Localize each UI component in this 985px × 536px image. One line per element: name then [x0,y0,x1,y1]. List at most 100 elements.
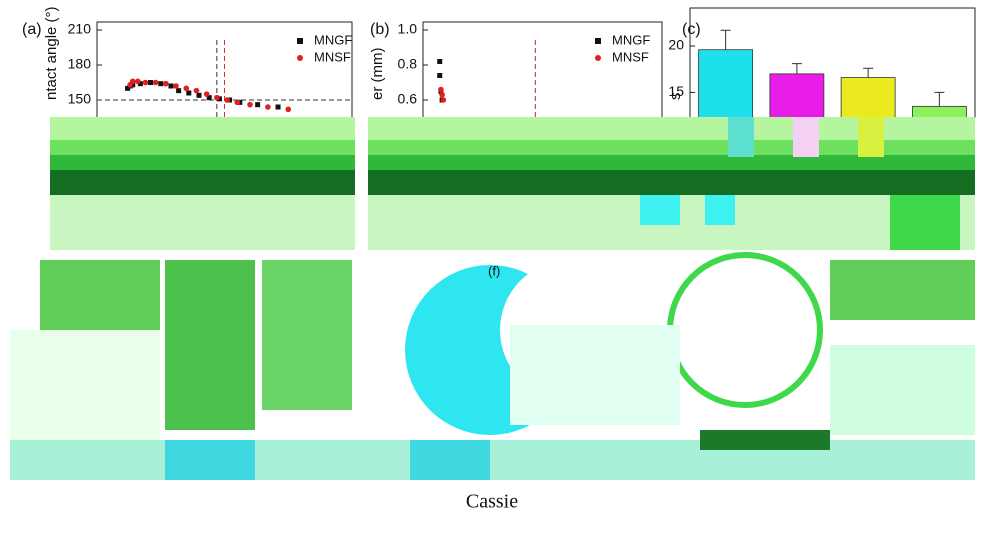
bar [769,73,825,118]
point [214,94,220,101]
point [129,78,136,85]
error-bar [791,63,802,74]
block [890,195,960,250]
point [437,73,443,78]
point [193,87,200,94]
block [700,430,830,450]
axis-frame [96,21,353,118]
point [285,106,292,113]
block [50,117,355,140]
axis-frame [422,21,663,118]
point [186,90,192,96]
block [262,260,352,410]
y-axis-label: s [667,93,684,101]
point [168,83,174,89]
legend-label: MNGF [612,32,650,47]
block [368,170,975,195]
panel-label: (a) [22,21,42,38]
bar [911,105,967,118]
point [437,59,443,64]
glitch-overlay [10,117,975,480]
legend-marker [297,38,303,44]
blob [667,252,823,408]
block [50,155,355,170]
point [265,104,271,110]
y-axis-label: er (mm) [369,48,386,101]
legend-marker [595,55,601,61]
y-tick-label: 180 [68,56,92,72]
error-bar [934,91,945,107]
point [163,80,169,87]
y-tick-label: 20 [668,37,684,53]
point [206,95,212,101]
block [165,260,255,430]
point [125,85,131,91]
caption: Cassie [466,491,518,513]
point [142,79,149,86]
block [10,440,975,480]
legend-marker [595,38,601,44]
block [50,170,355,195]
y-tick-label: 15 [668,83,684,99]
point [439,91,445,98]
block [50,195,355,250]
point [135,78,141,85]
bar [840,77,896,118]
block [705,195,735,225]
error-bar [720,29,731,50]
point [440,97,447,103]
panel-label: (f) [488,263,500,278]
point [234,99,241,106]
legend-label: MNGF [314,32,352,47]
point [137,81,143,87]
block [368,117,975,140]
block [830,260,975,320]
error-bar [863,67,874,78]
block [50,140,355,155]
bar [698,49,754,118]
point [183,85,190,92]
block [165,440,255,480]
block [368,140,975,155]
point [196,92,202,98]
y-tick-label: 150 [68,91,92,107]
block [830,345,975,435]
legend-label: MNSF [612,49,649,64]
y-tick-label: 0.6 [398,91,418,107]
panel-label: (b) [370,21,390,38]
charts: (a) ntact angle (°) 210 180 150 MNGF MNSF (b) er… [22,6,976,118]
axis-frame [689,7,976,118]
point [158,81,164,87]
point [152,79,159,86]
y-tick-label: 0.8 [398,56,418,72]
point [247,101,253,108]
point [216,96,222,102]
y-axis-label: ntact angle (°) [43,6,60,100]
y-tick-label: 210 [68,21,92,37]
block [368,155,975,170]
block [728,117,754,157]
block [793,117,819,157]
block [640,195,680,225]
point [255,102,261,108]
point [203,91,210,97]
block [510,325,680,425]
point [173,83,179,89]
point [275,104,281,110]
y-tick-label: 1.0 [398,21,418,37]
point [176,88,182,94]
block [858,117,884,157]
chart: (a) ntact angle (°) 210 180 150 MNGF MNSF [22,6,353,118]
chart: (b) er (mm) 1.0 0.8 0.6 MNGF MNSF [369,21,663,118]
panel-label: (c) [682,21,701,38]
block [410,440,490,480]
chart: (c) s 20 15 [667,7,976,118]
legend-marker [297,55,303,61]
legend-label: MNSF [314,49,351,64]
block [10,330,160,440]
point [438,86,444,93]
point [224,97,230,103]
block [40,260,160,330]
point [148,80,154,85]
